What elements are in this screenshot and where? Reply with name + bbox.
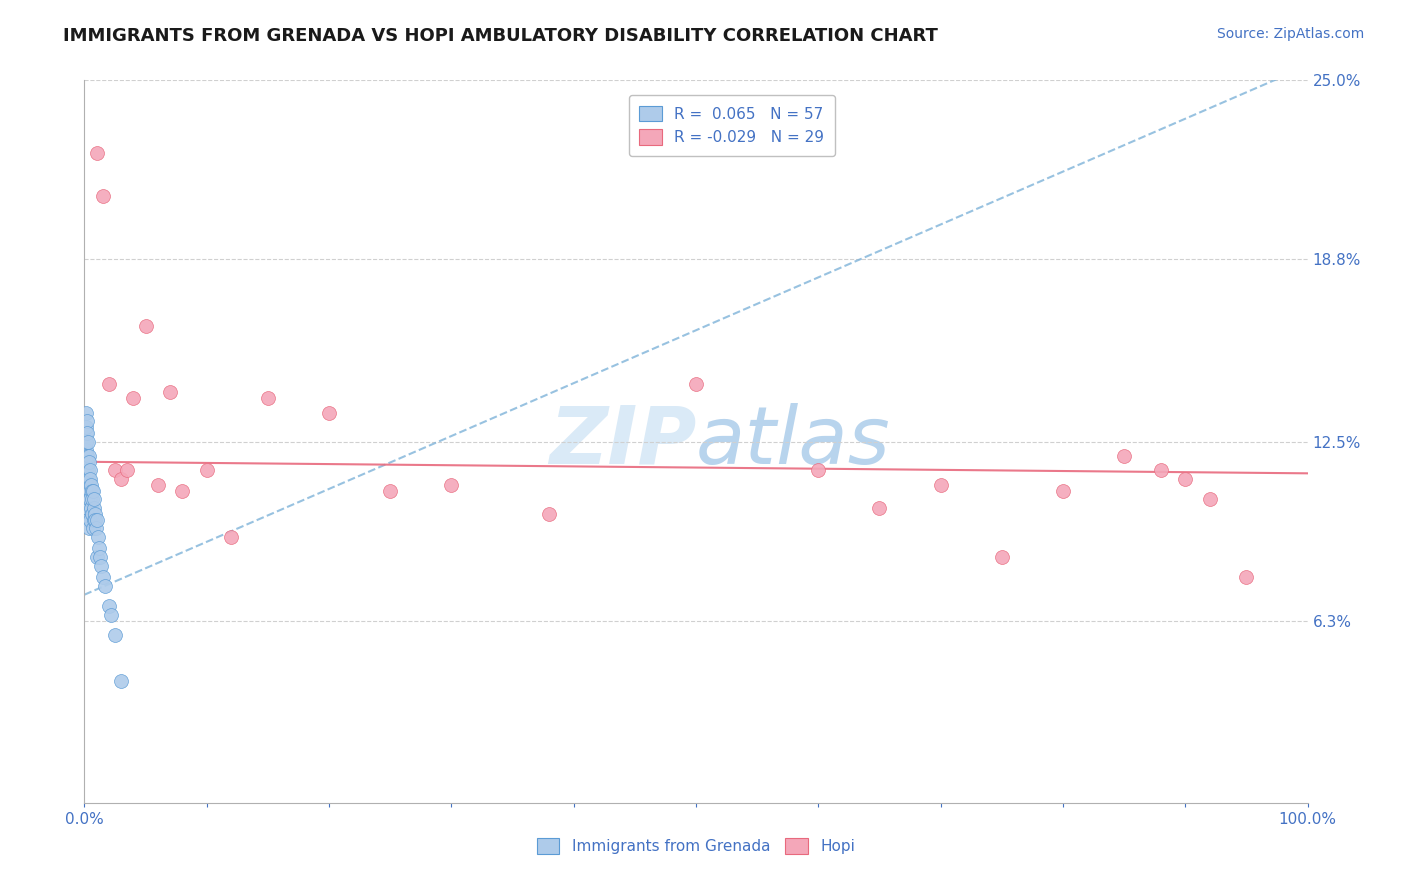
Point	[83, 492, 105, 507]
Point	[76, 455, 98, 469]
Point	[110, 674, 132, 689]
Point	[84, 512, 107, 526]
Point	[1174, 472, 1197, 486]
Point	[80, 478, 103, 492]
Point	[1052, 483, 1074, 498]
Point	[77, 483, 100, 498]
Legend: Immigrants from Grenada, Hopi: Immigrants from Grenada, Hopi	[530, 832, 862, 860]
Point	[79, 463, 101, 477]
Point	[146, 478, 169, 492]
Point	[77, 455, 100, 469]
Point	[80, 483, 103, 498]
Point	[75, 483, 97, 498]
Point	[104, 463, 127, 477]
Text: ZIP: ZIP	[548, 402, 696, 481]
Point	[79, 492, 101, 507]
Point	[115, 463, 138, 477]
Point	[75, 463, 97, 477]
Point	[159, 385, 181, 400]
Point	[77, 463, 100, 477]
Point	[1198, 492, 1220, 507]
Point	[77, 492, 100, 507]
Point	[75, 443, 97, 458]
Point	[84, 521, 107, 535]
Point	[77, 512, 100, 526]
Point	[929, 478, 952, 492]
Point	[86, 550, 108, 565]
Point	[97, 376, 120, 391]
Point	[82, 521, 104, 535]
Point	[87, 541, 110, 556]
Point	[87, 530, 110, 544]
Point	[94, 579, 117, 593]
Text: atlas: atlas	[696, 402, 891, 481]
Point	[104, 628, 127, 642]
Point	[82, 483, 104, 498]
Point	[110, 472, 132, 486]
Point	[380, 483, 402, 498]
Point	[77, 521, 100, 535]
Point	[1114, 449, 1136, 463]
Point	[76, 478, 98, 492]
Point	[83, 512, 105, 526]
Point	[76, 414, 98, 428]
Point	[77, 472, 100, 486]
Point	[100, 607, 122, 622]
Point	[807, 463, 830, 477]
Point	[83, 501, 105, 516]
Point	[538, 507, 561, 521]
Point	[75, 455, 97, 469]
Point	[318, 406, 340, 420]
Point	[90, 558, 112, 573]
Point	[76, 492, 98, 507]
Point	[219, 530, 242, 544]
Point	[75, 406, 97, 420]
Point	[172, 483, 194, 498]
Point	[1150, 463, 1173, 477]
Point	[82, 492, 104, 507]
Point	[76, 501, 98, 516]
Point	[76, 449, 98, 463]
Point	[1236, 570, 1258, 584]
Point	[122, 391, 145, 405]
Point	[76, 478, 98, 492]
Point	[77, 478, 100, 492]
Point	[79, 472, 101, 486]
Point	[75, 472, 97, 486]
Point	[79, 512, 101, 526]
Point	[91, 570, 114, 584]
Text: IMMIGRANTS FROM GRENADA VS HOPI AMBULATORY DISABILITY CORRELATION CHART: IMMIGRANTS FROM GRENADA VS HOPI AMBULATO…	[63, 27, 938, 45]
Point	[77, 449, 100, 463]
Point	[135, 318, 157, 333]
Point	[869, 501, 891, 516]
Point	[80, 501, 103, 516]
Point	[991, 550, 1014, 565]
Point	[97, 599, 120, 614]
Point	[195, 463, 218, 477]
Point	[89, 550, 111, 565]
Point	[91, 189, 114, 203]
Point	[77, 434, 100, 449]
Text: Source: ZipAtlas.com: Source: ZipAtlas.com	[1216, 27, 1364, 41]
Point	[86, 145, 108, 160]
Point	[75, 420, 97, 434]
Point	[79, 483, 101, 498]
Point	[75, 425, 97, 440]
Point	[75, 434, 97, 449]
Point	[440, 478, 463, 492]
Point	[83, 507, 105, 521]
Point	[86, 512, 108, 526]
Point	[80, 507, 103, 521]
Point	[685, 376, 707, 391]
Point	[76, 425, 98, 440]
Point	[257, 391, 280, 405]
